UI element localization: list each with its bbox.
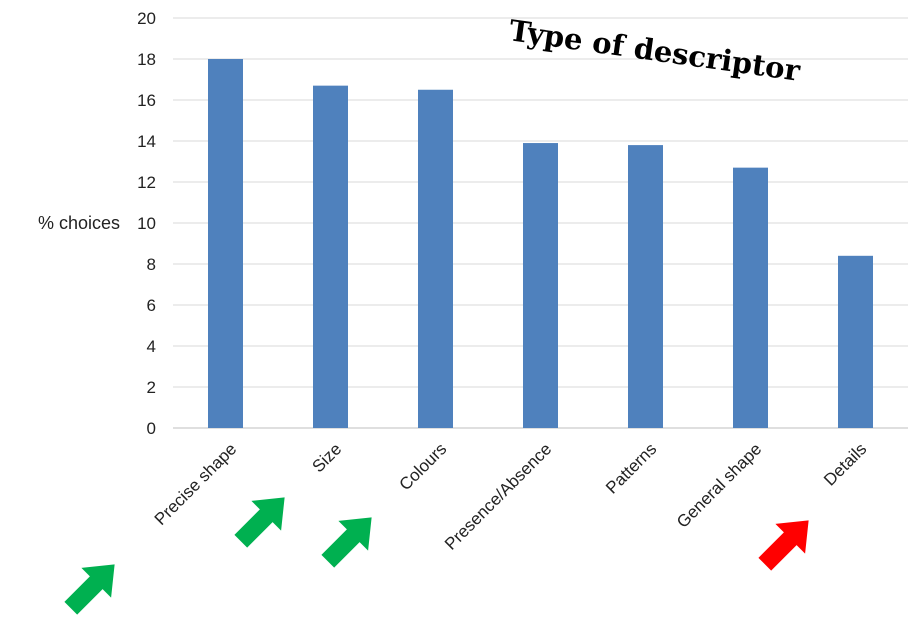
y-tick-label: 12 — [137, 173, 156, 192]
x-tick-label: Details — [820, 439, 870, 489]
bar — [418, 89, 453, 428]
y-tick-label: 0 — [147, 419, 156, 438]
arrow-icon — [234, 497, 285, 548]
x-tick-label: Presence/Absence — [441, 439, 555, 553]
arrow-icon — [321, 517, 372, 568]
bar — [733, 167, 768, 428]
bar — [208, 59, 243, 428]
bar — [838, 255, 873, 428]
x-tick-label: Precise shape — [151, 439, 241, 529]
y-axis-ticks: 0 2 4 6 8 10 12 14 16 18 20 — [137, 9, 156, 438]
bar — [523, 143, 558, 429]
y-tick-label: 10 — [137, 214, 156, 233]
x-axis-labels: Precise shape Size ColoursPresence/Absence… — [151, 439, 871, 553]
y-tick-label: 14 — [137, 132, 156, 151]
x-tick-label: Colours — [395, 439, 450, 494]
y-axis-label: % choices — [38, 213, 120, 233]
bar — [628, 145, 663, 428]
arrow-icon — [64, 564, 115, 615]
bars — [208, 59, 873, 429]
y-tick-label: 8 — [147, 255, 156, 274]
arrow-annotations — [64, 497, 809, 615]
x-tick-label: Size — [309, 439, 346, 476]
y-tick-label: 4 — [147, 337, 156, 356]
arrow-icon — [758, 520, 809, 571]
x-tick-label: Patterns — [602, 439, 660, 497]
y-tick-label: 16 — [137, 91, 156, 110]
y-tick-label: 2 — [147, 378, 156, 397]
y-tick-label: 6 — [147, 296, 156, 315]
y-tick-label: 18 — [137, 50, 156, 69]
bar — [313, 85, 348, 429]
chart-title: Type of descriptor — [507, 13, 803, 88]
x-tick-label: General shape — [673, 439, 765, 531]
y-tick-label: 20 — [137, 9, 156, 28]
